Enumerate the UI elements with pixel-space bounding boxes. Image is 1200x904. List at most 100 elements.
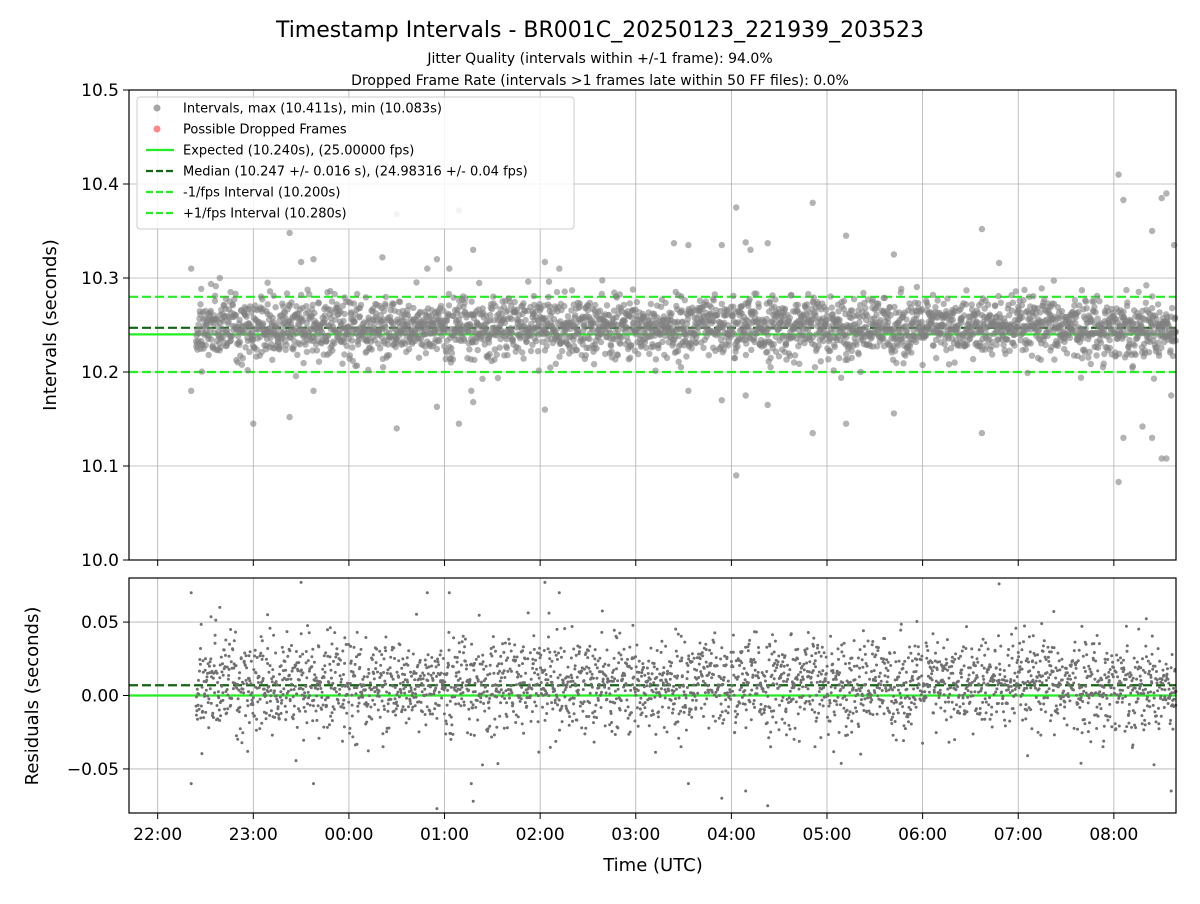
residual-point [757,676,760,679]
residual-point [732,674,735,677]
residual-point [521,722,524,725]
residual-point [773,662,776,665]
residual-point [629,731,632,734]
residual-point [468,718,471,721]
residual-point [414,692,417,695]
residual-point [255,718,258,721]
residual-point [527,611,530,614]
interval-point [664,355,670,361]
residual-point [676,720,679,723]
residual-point [531,667,534,670]
residual-point [785,708,788,711]
residual-point [771,716,774,719]
residual-point [590,683,593,686]
residual-point [290,688,293,691]
interval-point [1156,309,1162,315]
residual-point [682,685,685,688]
residual-point [245,666,248,669]
interval-point [743,239,749,245]
residual-point [280,699,283,702]
interval-point [898,286,904,292]
interval-point [730,304,736,310]
interval-point [450,294,456,300]
interval-point [591,361,597,367]
residual-point [546,678,549,681]
residual-point [797,673,800,676]
residual-point [209,687,212,690]
residual-point [558,699,561,702]
residual-point [604,724,607,727]
residual-point [444,733,447,736]
residual-point [563,627,566,630]
interval-point [1132,352,1138,358]
interval-point [545,294,551,300]
residual-point [342,706,345,709]
residual-point [548,612,551,615]
residual-point [661,706,664,709]
residual-point [540,681,543,684]
residual-point [608,692,611,695]
residual-point [768,658,771,661]
residual-point [757,671,760,674]
residual-point [245,679,248,682]
residual-point [760,703,763,706]
residual-point [401,657,404,660]
residual-point [285,696,288,699]
residual-point [561,705,564,708]
residual-point [670,661,673,664]
residual-point [724,709,727,712]
residual-point [660,687,663,690]
residual-point [440,649,443,652]
residual-point [554,740,557,743]
interval-point [946,361,952,367]
residual-point [672,685,675,688]
residual-point [785,733,788,736]
residual-point [399,682,402,685]
residual-point [738,688,741,691]
residual-point [477,655,480,658]
residual-point [704,643,707,646]
residual-point [506,726,509,729]
residual-point [606,649,609,652]
residual-point [525,705,528,708]
interval-point [825,356,831,362]
residual-point [740,661,743,664]
residual-point [260,635,263,638]
interval-point [805,291,811,297]
residual-point [287,690,290,693]
residual-point [206,675,209,678]
interval-point [525,278,531,284]
residual-point [430,656,433,659]
interval-point [818,358,824,364]
interval-point [1107,337,1113,343]
residual-point [305,650,308,653]
residual-point [422,677,425,680]
interval-point [559,348,565,354]
interval-point [394,425,400,431]
interval-point [284,290,290,296]
residual-point [421,690,424,693]
residual-point [466,731,469,734]
residual-point [577,693,580,696]
residual-point [506,670,509,673]
residual-point [218,709,221,712]
residual-point [519,682,522,685]
residual-point [195,695,198,698]
residual-point [450,716,453,719]
residual-point [350,660,353,663]
interval-point [592,302,598,308]
interval-point [683,353,689,359]
residual-point [524,701,527,704]
residual-point [694,706,697,709]
residual-point [653,696,656,699]
residual-point [731,665,734,668]
residual-point [383,657,386,660]
interval-point [951,359,957,365]
residual-point [434,660,437,663]
residual-point [235,664,238,667]
residual-point [583,668,586,671]
interval-point [1051,277,1057,283]
residual-point [707,691,710,694]
residual-point [474,690,477,693]
